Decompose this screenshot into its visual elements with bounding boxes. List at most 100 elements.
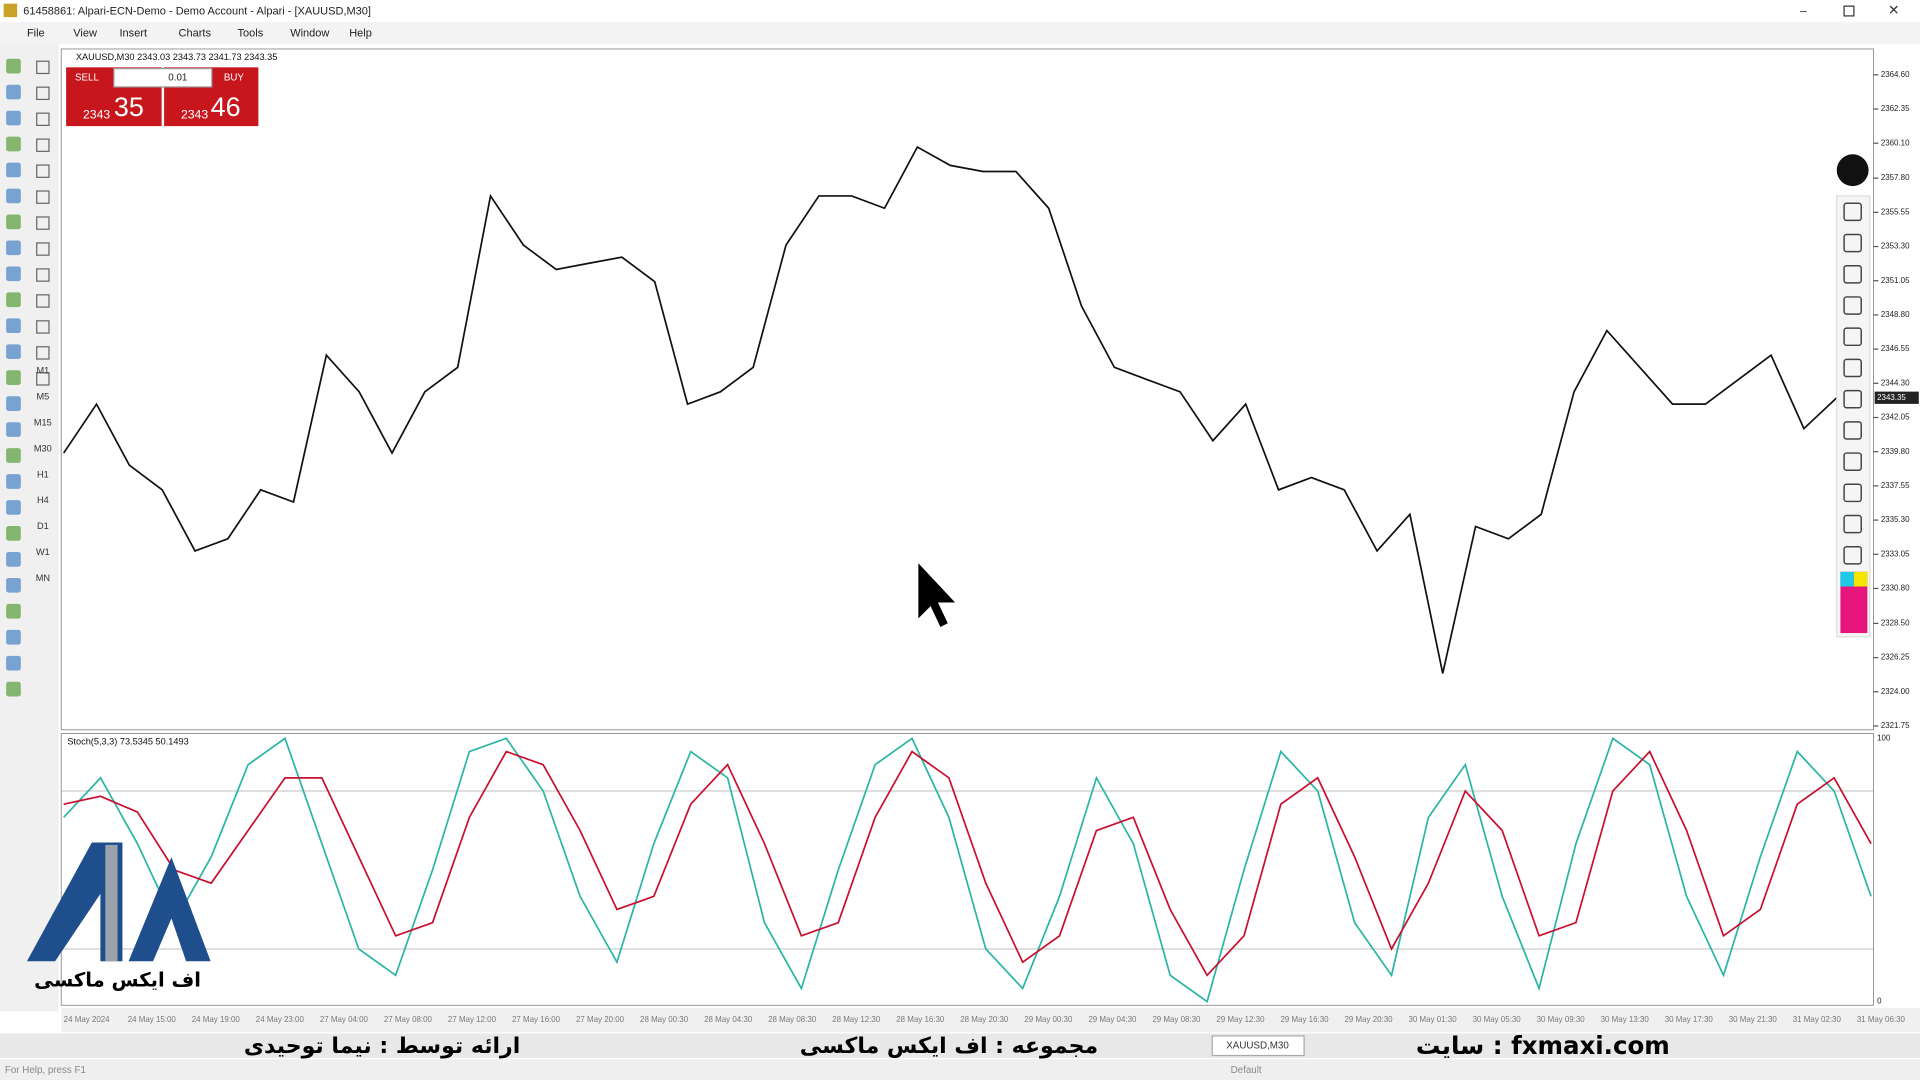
- x-tick-label: 27 May 08:00: [384, 1015, 433, 1024]
- x-tick-label: 27 May 12:00: [448, 1015, 497, 1024]
- menu-item[interactable]: Window: [290, 28, 329, 40]
- color-swatch[interactable]: [1840, 571, 1854, 587]
- drawing-tool[interactable]: [1843, 358, 1862, 378]
- tool-icon[interactable]: [6, 240, 21, 256]
- draw-icon[interactable]: [36, 294, 50, 308]
- tool-icon[interactable]: [6, 292, 21, 308]
- menu-item[interactable]: View: [73, 28, 97, 40]
- tool-icon[interactable]: [6, 500, 21, 515]
- draw-icon[interactable]: [36, 372, 50, 386]
- timeframe-button[interactable]: M15: [34, 417, 52, 427]
- x-tick-label: 30 May 21:30: [1729, 1015, 1778, 1024]
- drawing-tool[interactable]: [1843, 296, 1862, 315]
- tool-icon[interactable]: [6, 318, 21, 334]
- timeframe-button[interactable]: D1: [37, 521, 49, 531]
- y-tick-label: 2339.80: [1881, 447, 1910, 456]
- minimize[interactable]: –: [1800, 3, 1807, 17]
- tool-icon[interactable]: [6, 629, 21, 645]
- y-tick-label: 2342.05: [1881, 413, 1910, 422]
- y-tick-label: 2364.60: [1881, 70, 1910, 79]
- tool-icon[interactable]: [6, 370, 21, 385]
- tool-icon[interactable]: [6, 58, 21, 74]
- series-caption: مجموعه : اف ایکس ماکسی: [800, 1034, 1098, 1059]
- tool-icon[interactable]: [6, 136, 21, 152]
- drawing-tool[interactable]: [1843, 233, 1862, 253]
- draw-icon[interactable]: [36, 242, 50, 256]
- draw-icon[interactable]: [36, 346, 50, 360]
- draw-icon[interactable]: [36, 190, 50, 204]
- timeframe-button[interactable]: H1: [37, 469, 49, 479]
- drawing-tool[interactable]: [1843, 546, 1862, 565]
- draw-icon[interactable]: [36, 86, 50, 101]
- tool-icon[interactable]: [6, 422, 21, 437]
- tool-icon[interactable]: [6, 526, 21, 541]
- timeframe-button[interactable]: M5: [36, 391, 49, 401]
- timeframe-button[interactable]: MN: [36, 573, 50, 583]
- drawing-tool[interactable]: [1843, 452, 1862, 471]
- maximize[interactable]: [1843, 5, 1855, 17]
- tool-icon[interactable]: [6, 474, 21, 489]
- tool-icon[interactable]: [6, 162, 21, 178]
- y-tick-label: 2348.80: [1881, 310, 1910, 319]
- lot-box[interactable]: [113, 67, 213, 88]
- menu-item[interactable]: File: [27, 28, 45, 40]
- menu-item[interactable]: Charts: [179, 28, 212, 40]
- timeframe-button[interactable]: M30: [34, 443, 52, 453]
- chart-tab-label[interactable]: XAUUSD,M30: [1226, 1040, 1289, 1051]
- draw-icon[interactable]: [36, 320, 50, 334]
- draw-icon[interactable]: [36, 138, 50, 152]
- draw-icon[interactable]: [36, 112, 50, 127]
- close[interactable]: ✕: [1888, 3, 1899, 18]
- tool-icon[interactable]: [6, 84, 21, 100]
- tool-icon[interactable]: [6, 552, 21, 567]
- x-tick-label: 24 May 15:00: [128, 1015, 177, 1024]
- draw-icon[interactable]: [36, 60, 50, 75]
- drawing-tool[interactable]: [1843, 514, 1862, 534]
- chart-tab[interactable]: [1211, 1035, 1305, 1057]
- tool-icon[interactable]: [6, 681, 21, 697]
- app-icon: [3, 3, 18, 18]
- site-caption: سایت : fxmaxi.com: [1416, 1031, 1670, 1060]
- tool-icon[interactable]: [6, 448, 21, 463]
- x-tick-label: 30 May 17:30: [1665, 1015, 1714, 1024]
- menu-item[interactable]: Help: [349, 28, 372, 40]
- tool-icon[interactable]: [6, 188, 21, 204]
- sell-button[interactable]: SELL: [75, 72, 99, 83]
- x-tick-label: 24 May 2024: [64, 1015, 110, 1024]
- tool-icon[interactable]: [6, 396, 21, 411]
- tool-icon[interactable]: [6, 266, 21, 282]
- timeframe-button[interactable]: W1: [36, 547, 50, 557]
- tool-icon[interactable]: [6, 110, 21, 126]
- tool-icon[interactable]: [6, 344, 21, 360]
- y-tick-label: 2346.55: [1881, 344, 1910, 353]
- drawing-tool[interactable]: [1843, 421, 1862, 440]
- draw-icon[interactable]: [36, 268, 50, 282]
- x-tick-label: 31 May 06:30: [1857, 1015, 1906, 1024]
- lot-size[interactable]: 0.01: [168, 72, 187, 83]
- menu-item[interactable]: Tools: [238, 28, 264, 40]
- drawing-tool[interactable]: [1843, 389, 1862, 409]
- status-profile: Default: [1231, 1065, 1262, 1076]
- x-tick-label: 27 May 16:00: [512, 1015, 561, 1024]
- draw-icon[interactable]: [36, 216, 50, 230]
- timeframe-button[interactable]: M1: [36, 365, 49, 375]
- x-tick-label: 30 May 13:30: [1601, 1015, 1650, 1024]
- toolbar-logo[interactable]: [1836, 154, 1869, 187]
- menu-item[interactable]: Insert: [120, 28, 148, 40]
- tool-icon[interactable]: [6, 603, 21, 619]
- drawing-tool[interactable]: [1843, 202, 1862, 222]
- x-tick-label: 28 May 16:30: [896, 1015, 945, 1024]
- y-tick-label: 2362.35: [1881, 104, 1910, 113]
- buy-button[interactable]: BUY: [224, 72, 245, 83]
- drawing-tool[interactable]: [1843, 327, 1862, 347]
- timeframe-button[interactable]: H4: [37, 495, 49, 505]
- tool-icon[interactable]: [6, 577, 21, 593]
- stoch-tick-label: 0: [1877, 997, 1882, 1006]
- y-tick-label: 2357.80: [1881, 173, 1910, 182]
- drawing-tool[interactable]: [1843, 264, 1862, 284]
- tool-icon[interactable]: [6, 214, 21, 230]
- color-swatch[interactable]: [1853, 571, 1868, 587]
- drawing-tool[interactable]: [1843, 483, 1862, 503]
- draw-icon[interactable]: [36, 164, 50, 178]
- tool-icon[interactable]: [6, 655, 21, 671]
